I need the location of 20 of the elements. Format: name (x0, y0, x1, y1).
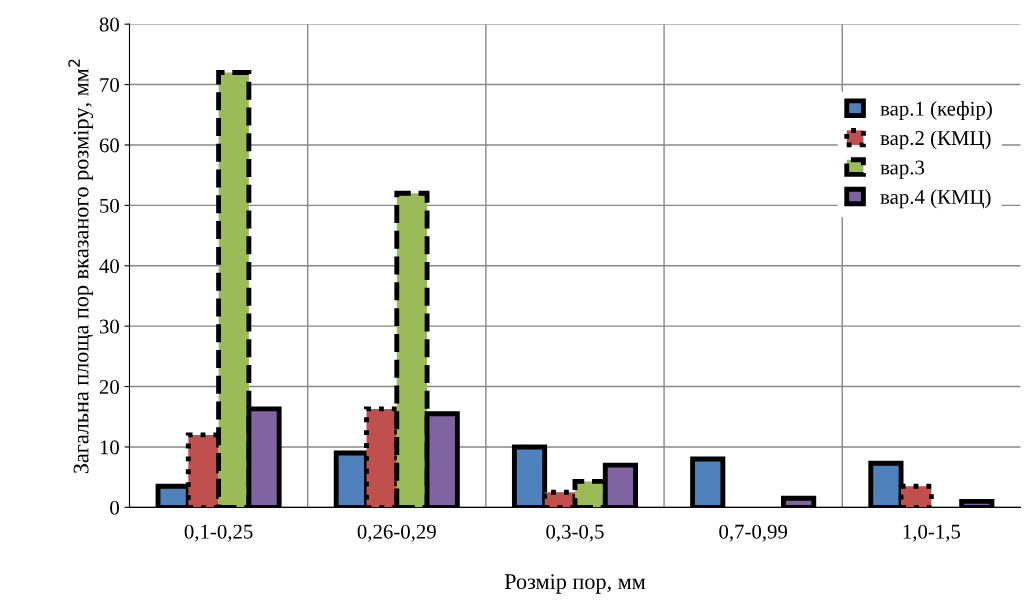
legend-label: вар.1 (кефір) (880, 101, 992, 120)
x-tick-label: 0,7-0,99 (719, 524, 788, 542)
legend-label: вар.4 (КМЦ) (880, 189, 991, 209)
legend-label: вар.2 (КМЦ) (880, 130, 991, 150)
x-tick-label: 0,3-0,5 (546, 524, 604, 542)
y-tick-label: 20 (99, 379, 119, 394)
y-tick-label: 80 (99, 17, 119, 32)
y-axis-title: Загальна площа пор вказаного розміру, мм$^{2}$ (68, 59, 94, 474)
y-tick-label: 30 (99, 319, 119, 334)
x-tick-label: 1,0-1,5 (903, 524, 961, 542)
y-tick-label: 50 (100, 198, 119, 213)
legend-label: вар.3 (880, 160, 925, 179)
y-tick-label: 70 (100, 77, 119, 92)
x-tick-label: 0,1-0,25 (184, 524, 253, 542)
x-tick-label: 0,26-0,29 (357, 524, 436, 542)
x-axis-title: Розмір пор, мм (504, 574, 646, 594)
y-tick-label: 60 (99, 138, 119, 153)
y-tick-label: 10 (100, 440, 119, 455)
y-tick-label: 0 (110, 500, 119, 515)
y-tick-label: 40 (99, 259, 119, 274)
